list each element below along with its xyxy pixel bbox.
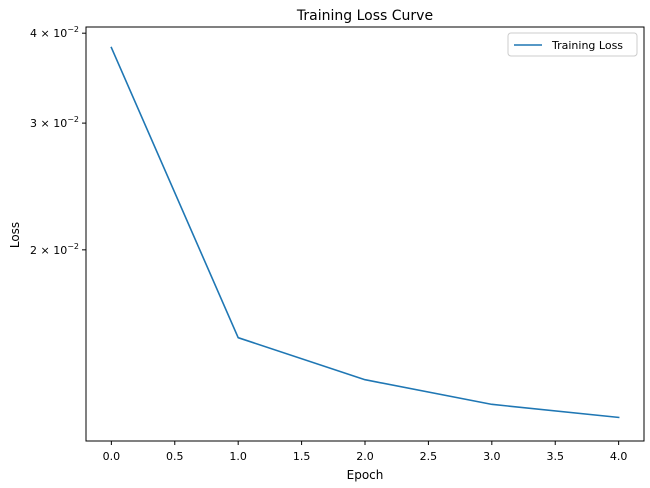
x-axis-label: Epoch xyxy=(347,468,384,482)
series-line xyxy=(110,46,620,419)
chart-title: Training Loss Curve xyxy=(296,8,433,24)
x-axis-ticks: 0.0 0.5 1.0 1.5 2.0 2.5 3.0 3.5 4.0 xyxy=(103,441,628,463)
x-tick-label: 1.0 xyxy=(229,450,247,463)
legend-label: Training Loss xyxy=(551,39,623,52)
plot-area xyxy=(85,26,645,442)
x-tick-label: 3.0 xyxy=(483,450,501,463)
y-axis-label: Loss xyxy=(8,222,22,248)
x-tick-label: 0.0 xyxy=(103,450,121,463)
plot-background xyxy=(86,27,644,441)
legend: Training Loss xyxy=(507,32,638,57)
x-tick-label: 2.0 xyxy=(356,450,374,463)
x-tick-label: 1.5 xyxy=(293,450,311,463)
x-tick-label: 2.5 xyxy=(420,450,438,463)
y-tick-label: 2 × 10−2 xyxy=(30,242,79,257)
x-tick-label: 0.5 xyxy=(166,450,184,463)
legend-box xyxy=(507,32,638,57)
y-axis-ticks: 4 × 10−2 3 × 10−2 2 × 10−2 xyxy=(30,25,86,257)
x-tick-label: 3.5 xyxy=(546,450,564,463)
y-tick-label: 4 × 10−2 xyxy=(30,25,79,40)
y-tick-label: 3 × 10−2 xyxy=(30,115,79,130)
x-tick-label: 4.0 xyxy=(610,450,628,463)
